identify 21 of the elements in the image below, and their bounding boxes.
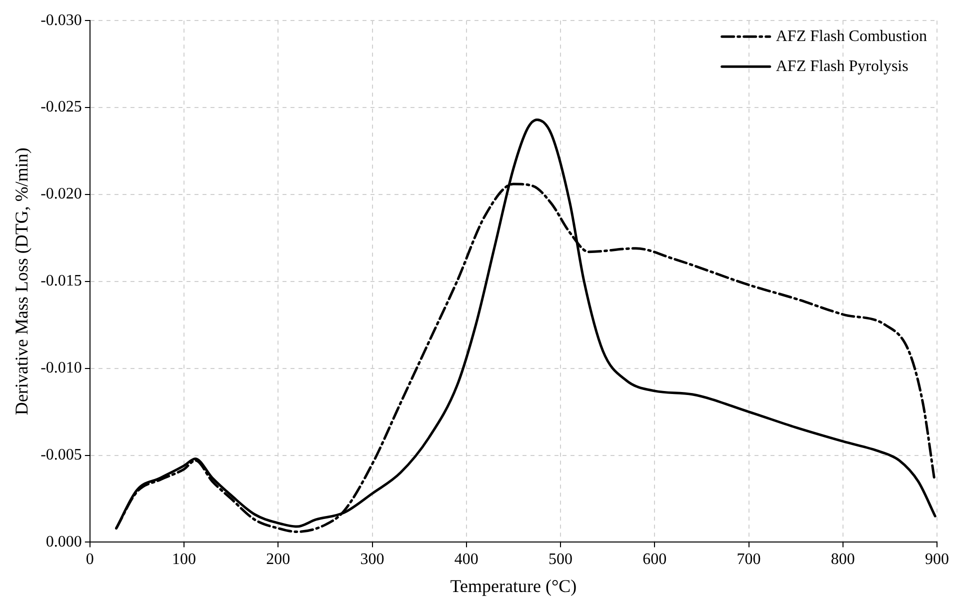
y-tick-label: 0.000 [46, 533, 82, 550]
y-tick-label: -0.025 [40, 98, 82, 116]
x-tick-label: 900 [925, 551, 949, 568]
x-tick-label: 800 [830, 551, 855, 568]
y-tick-label: -0.015 [40, 272, 82, 290]
y-axis-title: Derivative Mass Loss (DTG, %/min) [12, 148, 32, 416]
y-tick-label: -0.030 [40, 12, 82, 29]
x-tick-label: 600 [642, 551, 667, 568]
x-tick-label: 500 [548, 551, 573, 568]
legend-label: AFZ Flash Pyrolysis [776, 58, 908, 75]
x-tick-label: 0 [86, 551, 94, 568]
x-tick-label: 200 [266, 551, 290, 568]
x-tick-label: 300 [360, 551, 384, 568]
y-tick-label: -0.020 [40, 186, 82, 203]
y-tick-label: -0.010 [40, 360, 82, 377]
legend-label: AFZ Flash Combustion [776, 28, 928, 45]
x-tick-label: 700 [736, 551, 761, 568]
x-tick-label: 100 [172, 551, 196, 568]
y-tick-label: -0.005 [40, 446, 82, 464]
x-tick-label: 400 [454, 551, 478, 568]
x-axis-title: Temperature (°C) [450, 576, 577, 596]
